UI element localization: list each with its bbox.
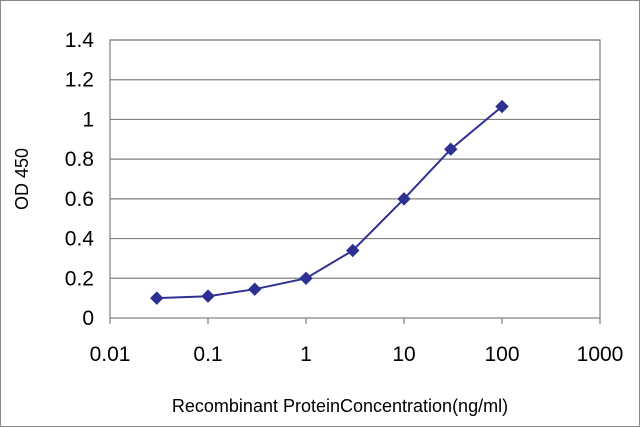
series-layer — [150, 99, 509, 305]
y-axis-title: OD 450 — [12, 148, 32, 210]
x-axis-tick-labels: 0.01 0.1 1 10 100 1000 — [90, 343, 624, 366]
series-line — [156, 105, 503, 300]
x-axis-ticks — [109, 318, 601, 324]
x-tick-label: 1000 — [577, 343, 624, 366]
data-point-marker — [248, 282, 262, 296]
data-point-marker — [201, 289, 215, 303]
y-tick-label: 0.8 — [65, 148, 94, 171]
data-point-marker — [444, 142, 458, 156]
x-axis-title: Recombinant ProteinConcentration(ng/ml) — [172, 396, 508, 416]
x-tick-label: 0.1 — [193, 343, 222, 366]
y-tick-label: 1 — [82, 108, 94, 131]
data-point-marker — [397, 192, 411, 206]
y-tick-label: 0.4 — [65, 228, 95, 251]
data-point-marker — [150, 291, 164, 305]
x-tick-label: 100 — [484, 343, 519, 366]
data-point-marker — [495, 99, 509, 114]
y-tick-label: 0.6 — [65, 188, 94, 211]
data-point-marker — [299, 271, 313, 285]
data-point-marker — [346, 243, 360, 258]
x-tick-label: 0.01 — [90, 343, 131, 366]
y-tick-label: 1.2 — [65, 69, 94, 92]
plot-area — [109, 39, 601, 319]
y-tick-label: 0 — [82, 307, 94, 330]
x-tick-label: 10 — [392, 343, 415, 366]
y-axis-tick-labels: 0 0.2 0.4 0.6 0.8 1 1.2 1.4 — [65, 29, 95, 330]
grid-lines — [110, 39, 600, 279]
x-tick-label: 1 — [300, 343, 312, 366]
y-tick-label: 1.4 — [65, 29, 95, 52]
y-tick-label: 0.2 — [65, 267, 94, 290]
